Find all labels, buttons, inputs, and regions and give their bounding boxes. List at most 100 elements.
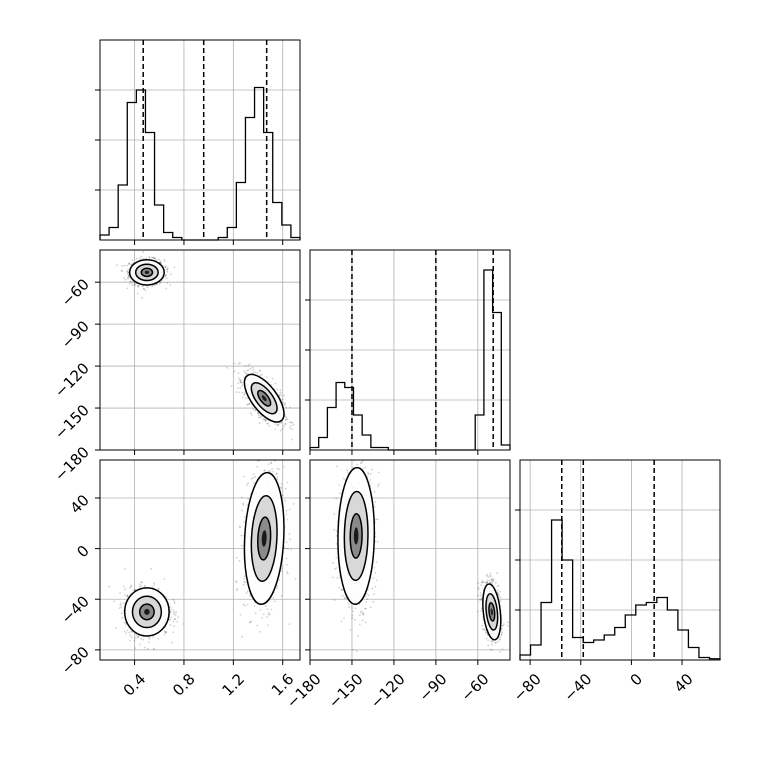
sample-point xyxy=(243,575,246,577)
sample-point xyxy=(150,567,152,570)
sample-point xyxy=(172,620,175,623)
sample-point xyxy=(123,621,126,624)
sample-point xyxy=(360,461,363,464)
sample-point xyxy=(281,494,284,497)
sample-point xyxy=(115,627,117,629)
sample-point xyxy=(241,391,244,394)
sample-point xyxy=(365,607,367,610)
sample-point xyxy=(236,589,238,592)
sample-point xyxy=(280,486,282,489)
sample-point xyxy=(260,454,262,456)
sample-point xyxy=(249,367,252,370)
sample-point xyxy=(286,518,289,521)
sample-point xyxy=(290,428,293,431)
sample-point xyxy=(357,635,359,637)
sample-point xyxy=(135,257,138,260)
sample-point xyxy=(259,630,261,633)
sample-point xyxy=(139,643,142,646)
sample-point xyxy=(358,623,361,626)
sample-point xyxy=(138,585,141,588)
sample-point xyxy=(280,570,283,572)
sample-point xyxy=(244,397,247,399)
sample-point xyxy=(256,372,259,374)
sample-point xyxy=(268,424,271,427)
sample-point xyxy=(271,457,273,459)
sample-point xyxy=(125,624,127,626)
sample-point xyxy=(247,369,250,371)
sample-point xyxy=(361,619,364,622)
sample-point xyxy=(289,406,291,409)
sample-point xyxy=(126,595,129,597)
sample-point xyxy=(126,270,128,273)
sample-point xyxy=(158,258,160,261)
sample-point xyxy=(252,372,255,374)
sample-point xyxy=(119,602,122,605)
sample-point xyxy=(146,286,149,289)
sample-point xyxy=(266,616,268,618)
sample-point xyxy=(140,255,143,258)
sample-point xyxy=(335,497,338,500)
sample-point xyxy=(175,611,178,614)
sample-point xyxy=(377,485,379,487)
sample-point xyxy=(249,621,252,623)
sample-point xyxy=(247,403,249,406)
sample-point xyxy=(170,608,173,611)
sample-point xyxy=(278,579,281,581)
sample-point xyxy=(241,635,244,638)
sample-point xyxy=(374,501,377,503)
sample-point xyxy=(121,265,124,267)
sample-point xyxy=(142,285,144,288)
sample-point xyxy=(126,595,129,598)
sample-point xyxy=(236,588,239,590)
sample-point xyxy=(151,256,154,259)
sample-point xyxy=(289,421,291,424)
sample-point xyxy=(241,381,243,384)
sample-point xyxy=(230,385,233,388)
density-contour xyxy=(261,530,267,547)
sample-point xyxy=(239,381,242,383)
sample-point xyxy=(267,470,270,473)
sample-point xyxy=(348,456,350,458)
sample-point xyxy=(264,469,266,472)
sample-point xyxy=(250,477,253,480)
sample-point xyxy=(243,521,246,523)
sample-point xyxy=(280,483,283,485)
sample-point xyxy=(115,264,118,266)
sample-point xyxy=(281,398,284,401)
sample-point xyxy=(118,607,121,609)
sample-point xyxy=(174,614,177,616)
sample-point xyxy=(352,648,354,651)
panel-frame xyxy=(99,249,301,451)
sample-point xyxy=(276,476,278,479)
sample-point xyxy=(277,423,280,426)
sample-point xyxy=(346,472,349,474)
sample-point xyxy=(247,482,250,484)
sample-point xyxy=(288,623,291,626)
sample-point xyxy=(121,616,124,619)
scatter-panel-1-0 xyxy=(99,249,301,451)
sample-point xyxy=(354,618,356,621)
sample-point xyxy=(126,270,129,273)
sample-point xyxy=(239,613,242,616)
sample-point xyxy=(252,368,255,371)
sample-point xyxy=(278,394,281,397)
sample-point xyxy=(271,377,274,380)
sample-point xyxy=(242,396,244,399)
sample-point xyxy=(127,262,130,265)
sample-point xyxy=(137,636,139,639)
sample-point xyxy=(286,563,288,566)
sample-point xyxy=(271,468,273,470)
sample-point xyxy=(372,577,375,579)
sample-point xyxy=(246,504,249,506)
sample-point xyxy=(256,465,259,468)
sample-point xyxy=(335,530,338,532)
sample-point xyxy=(279,391,282,394)
sample-point xyxy=(163,260,166,263)
sample-point xyxy=(498,594,500,596)
sample-point xyxy=(495,641,497,644)
sample-point xyxy=(151,586,154,589)
sample-point xyxy=(239,381,242,384)
sample-point xyxy=(142,288,145,290)
sample-point xyxy=(235,556,238,559)
